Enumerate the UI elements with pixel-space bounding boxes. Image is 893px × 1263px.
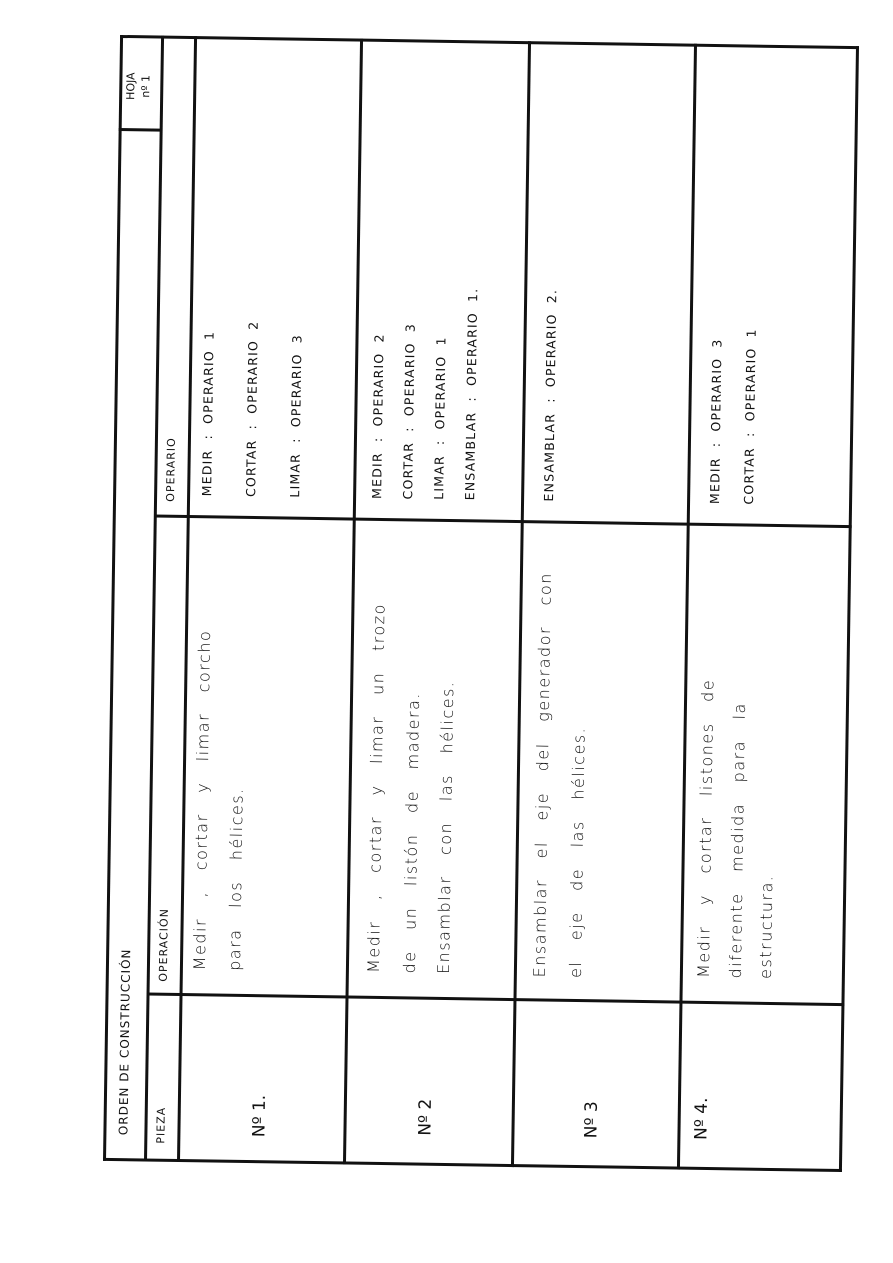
operation-line: de un listón de madera. <box>399 691 423 974</box>
piece-number: Nº 1. <box>248 1094 270 1137</box>
header-operator: OPERARIO <box>163 436 178 502</box>
operation-line: Ensamblar con las hélices. <box>433 679 457 974</box>
header-operation: OPERACIÓN <box>156 907 171 982</box>
operation-line: Medir , cortar y limar un trozo <box>363 602 388 973</box>
column-divider <box>147 991 844 1006</box>
sheet-box: HOJA nº 1 <box>122 51 153 121</box>
piece-number: Nº 3 <box>580 1100 602 1138</box>
operator-line: LIMAR : OPERARIO 3 <box>286 333 305 498</box>
operator-line: ENSAMBLAR : OPERARIO 2. <box>540 288 559 502</box>
operation-line: Medir y cortar listones de <box>693 678 717 978</box>
column-divider <box>154 514 852 528</box>
operator-line: CORTAR : OPERARIO 1 <box>740 327 759 505</box>
sheet-box-divider <box>118 127 161 132</box>
operator-line: CORTAR : OPERARIO 3 <box>399 322 418 499</box>
operator-line: LIMAR : OPERARIO 1 <box>430 335 449 500</box>
operator-line: MEDIR : OPERARIO 2 <box>368 332 387 499</box>
operator-line: ENSAMBLAR : OPERARIO 1. <box>461 287 480 500</box>
operator-line: MEDIR : OPERARIO 1 <box>198 330 217 496</box>
operation-line: Ensamblar el eje del generador con <box>529 571 555 978</box>
sheet-label: HOJA <box>123 71 138 100</box>
operation-line: Medir , cortar y limar corcho <box>189 629 214 970</box>
operator-line: MEDIR : OPERARIO 3 <box>706 337 725 504</box>
piece-number: Nº 2 <box>414 1098 436 1136</box>
operation-line: diferente medida para la <box>725 701 749 979</box>
border-left <box>102 1157 842 1172</box>
operation-line: para los hélices. <box>224 786 247 971</box>
operation-line: estructura. <box>755 873 776 979</box>
construction-order-sheet: ORDEN DE CONSTRUCCIÓN HOJA nº 1 PIEZA OP… <box>102 34 859 1172</box>
document-title: ORDEN DE CONSTRUCCIÓN <box>115 947 133 1135</box>
operator-line: CORTAR : OPERARIO 2 <box>242 320 261 497</box>
border-right <box>119 34 859 49</box>
sheet-number: nº 1 <box>138 74 152 98</box>
piece-number: Nº 4. <box>690 1096 712 1140</box>
header-piece: PIEZA <box>153 1106 168 1144</box>
operation-line: el eje de las hélices. <box>565 726 589 978</box>
